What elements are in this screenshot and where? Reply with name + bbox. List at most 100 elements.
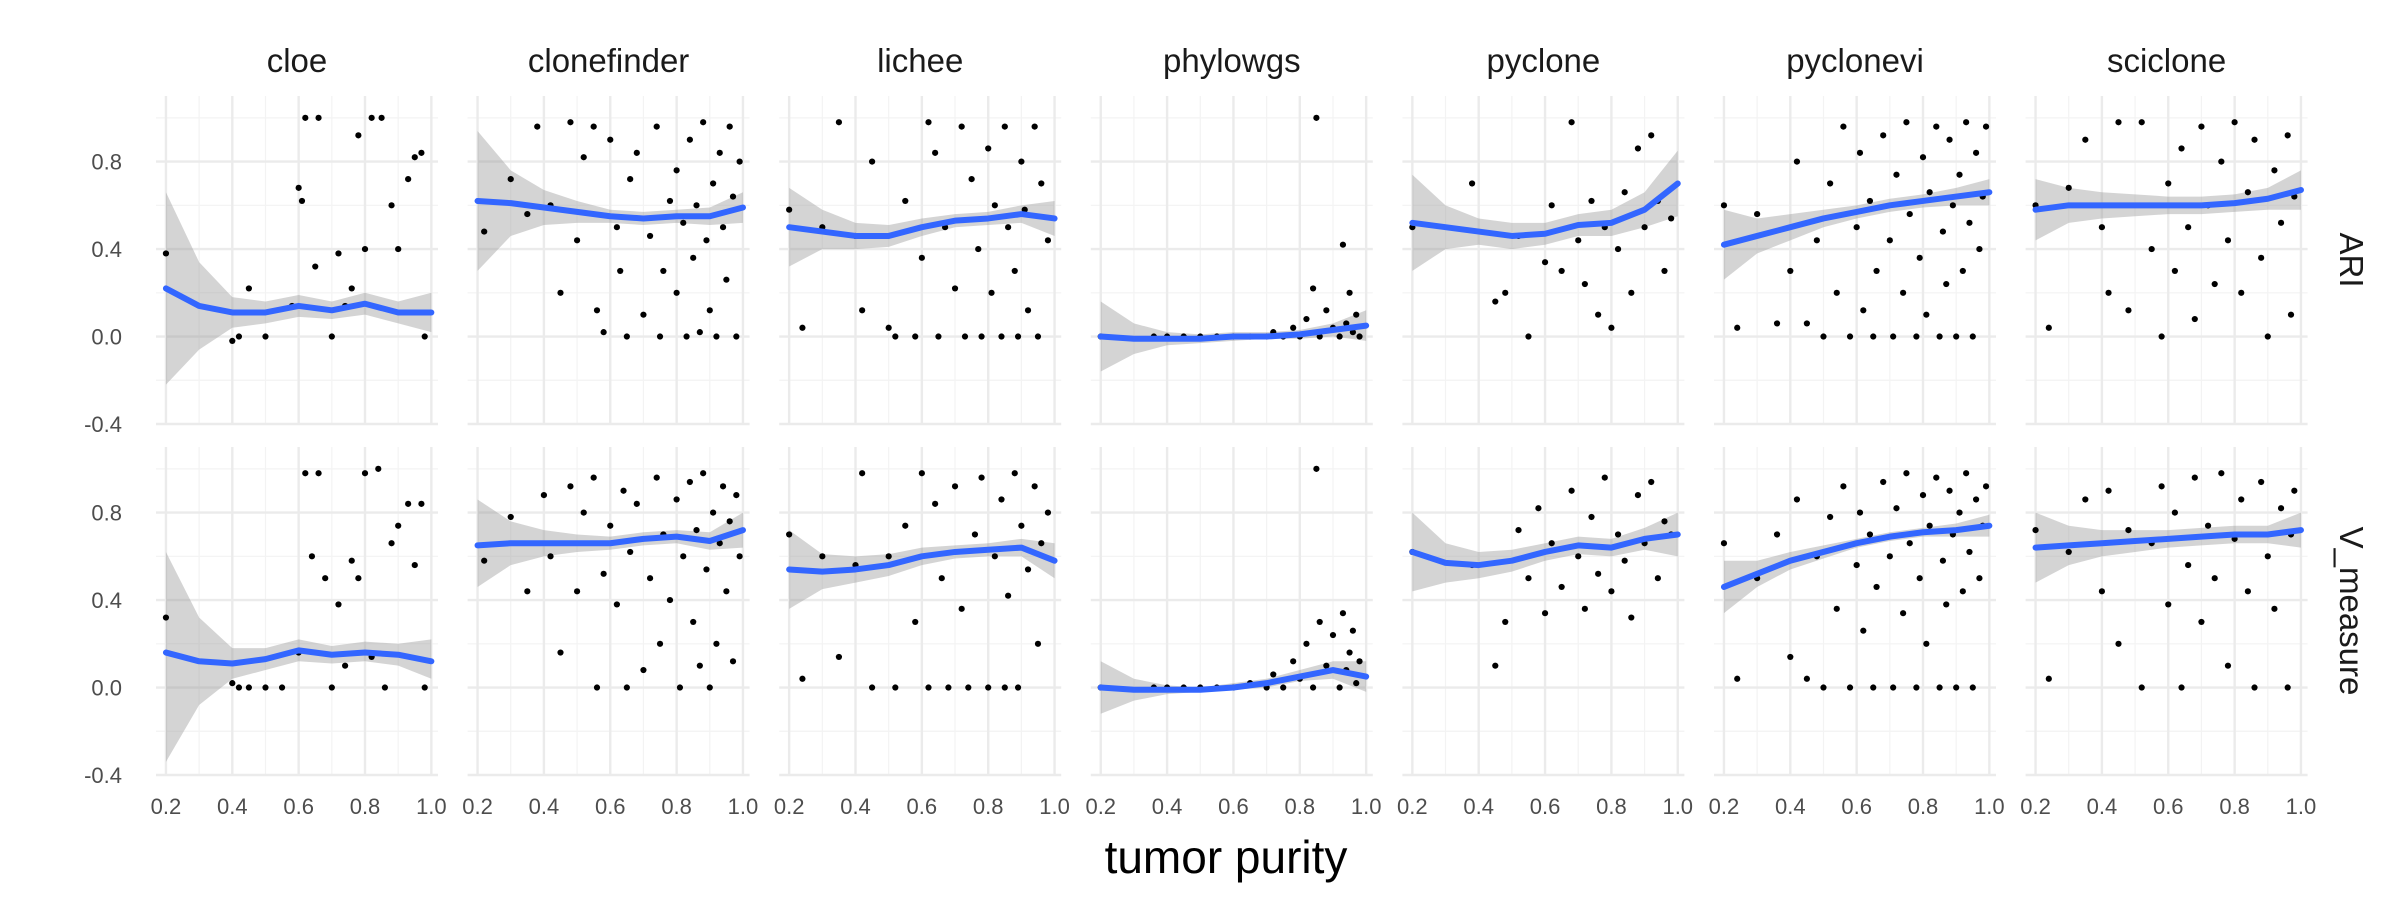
y-tick-label: 0.8	[91, 150, 122, 175]
data-point	[1316, 333, 1323, 340]
data-point	[1773, 531, 1781, 538]
data-point	[998, 333, 1005, 340]
data-point	[620, 487, 627, 494]
data-point	[547, 553, 554, 560]
data-point	[1356, 658, 1363, 665]
data-point	[991, 202, 998, 209]
data-point	[573, 588, 581, 595]
data-point	[835, 119, 843, 126]
data-point	[686, 478, 693, 486]
x-tick-label: 0.8	[661, 794, 692, 819]
x-tick-label: 1.0	[1662, 794, 1693, 819]
data-point	[1946, 136, 1953, 143]
data-point	[278, 684, 286, 691]
data-point	[1336, 684, 1343, 691]
data-point	[736, 158, 743, 165]
data-point	[355, 132, 362, 139]
data-point	[2211, 280, 2218, 288]
data-point	[1720, 202, 1728, 209]
data-point	[235, 333, 243, 340]
x-tick-label: 0.8	[1596, 794, 1627, 819]
data-point	[932, 149, 939, 156]
data-point	[885, 553, 892, 560]
data-point	[1648, 132, 1655, 139]
data-point	[1734, 324, 1741, 331]
data-point	[1936, 684, 1943, 691]
panel-v-measure-lichee	[779, 447, 1062, 777]
data-point	[1468, 180, 1476, 187]
data-point	[2271, 167, 2278, 174]
data-point	[1943, 601, 1950, 608]
data-point	[593, 684, 601, 691]
data-point	[868, 158, 876, 165]
data-point	[593, 307, 601, 314]
panels-layer: cloe 0.2 0.4 0.6 0.8 1.0 -0.4 0.0 0.4 0.8 -0.4 0.0 0…	[84, 42, 2370, 819]
data-point	[1833, 605, 1840, 612]
data-point	[713, 640, 720, 647]
smooth-line	[1097, 322, 1370, 342]
data-point	[1969, 333, 1976, 340]
data-point	[378, 114, 385, 121]
smooth-line	[1720, 189, 1993, 248]
panel-v-measure-phylowgs	[1090, 447, 1373, 777]
data-point	[1349, 329, 1356, 336]
data-point	[348, 557, 355, 564]
data-point	[985, 145, 992, 152]
data-point	[918, 470, 925, 477]
data-point	[1329, 631, 1337, 639]
data-point	[1906, 210, 1913, 218]
data-point	[1336, 333, 1343, 340]
data-point	[573, 237, 581, 244]
data-point	[2045, 324, 2052, 331]
data-point	[1926, 189, 1933, 196]
data-point	[1346, 649, 1353, 656]
smooth-line	[474, 197, 746, 222]
data-point	[1349, 627, 1356, 634]
data-point	[706, 684, 713, 691]
x-tick-label: 0.4	[2087, 794, 2118, 819]
data-point	[245, 684, 252, 691]
panel-v-measure-sciclone	[2025, 447, 2308, 777]
data-point	[958, 605, 965, 612]
x-tick-label: 0.4	[1463, 794, 1494, 819]
data-point	[859, 307, 866, 314]
data-point	[710, 180, 717, 187]
data-point	[1959, 588, 1966, 595]
data-point	[1840, 483, 1847, 490]
data-point	[1346, 289, 1353, 296]
panel-ari-clonefinder	[467, 96, 750, 426]
data-point	[1356, 333, 1363, 340]
data-point	[971, 531, 979, 538]
data-point	[1641, 224, 1648, 231]
x-tick-label: 1.0	[728, 794, 759, 819]
data-point	[1953, 333, 1960, 340]
confidence-band	[1723, 179, 1990, 280]
data-point	[1492, 662, 1499, 669]
data-point	[646, 232, 654, 240]
data-point	[1038, 540, 1045, 547]
data-point	[1601, 474, 1608, 481]
data-point	[308, 553, 316, 560]
data-point	[2098, 224, 2106, 231]
data-point	[1575, 553, 1582, 560]
x-tick-label: 0.6	[1530, 794, 1561, 819]
facet-label-cloe: cloe	[267, 42, 328, 79]
x-tick-label: 0.2	[1709, 794, 1740, 819]
data-point	[2251, 136, 2258, 143]
data-point	[958, 123, 965, 130]
data-point	[786, 531, 793, 538]
data-point	[1982, 123, 1990, 130]
data-point	[368, 114, 375, 121]
y-tick-label: 0.4	[91, 588, 122, 613]
data-point	[1303, 640, 1310, 647]
data-point	[421, 333, 428, 340]
data-point	[660, 267, 667, 275]
data-point	[1880, 478, 1887, 486]
data-point	[1548, 540, 1555, 547]
smooth-line	[162, 285, 435, 316]
data-point	[1313, 114, 1320, 121]
data-point	[2231, 119, 2238, 126]
data-point	[1956, 171, 1963, 178]
data-point	[1866, 531, 1874, 538]
data-point	[1588, 513, 1595, 521]
